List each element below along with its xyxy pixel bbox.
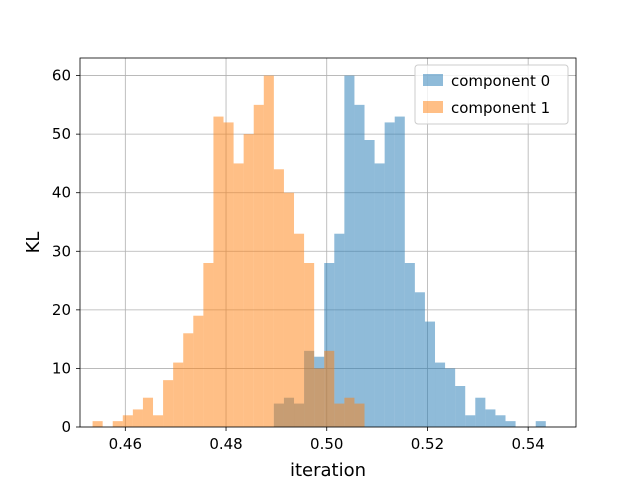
histogram-bar	[485, 409, 496, 427]
histogram-bar	[243, 134, 254, 427]
y-tick-label: 50	[52, 125, 71, 143]
legend: component 0 component 1	[414, 64, 569, 125]
x-tick-label: 0.46	[109, 435, 142, 453]
plot-frame	[79, 57, 577, 428]
histogram-bar	[344, 397, 355, 427]
series-1-bars	[92, 75, 365, 428]
legend-box	[414, 64, 569, 125]
y-axis-label: KL	[23, 232, 44, 254]
y-tick-label: 20	[52, 301, 71, 319]
histogram-bar	[424, 321, 436, 427]
histogram-bar	[122, 415, 133, 427]
histogram-bar	[364, 140, 375, 427]
histogram-bar	[132, 409, 143, 427]
x-tick-label: 0.54	[511, 435, 544, 453]
histogram-bar	[253, 104, 264, 427]
histogram-bar	[404, 263, 415, 427]
histogram-bar	[203, 263, 214, 427]
legend-label: component 1	[451, 99, 550, 117]
histogram-bar	[294, 233, 305, 427]
axis-ticks: 0.46 0.48 0.50 0.52 0.54 0 10 20 30 40 50 60	[52, 67, 545, 453]
legend-swatch	[423, 101, 443, 113]
histogram-bar	[334, 403, 345, 427]
histogram-bar	[414, 292, 425, 427]
histogram-bar	[112, 421, 123, 427]
histogram-bar	[273, 169, 284, 428]
y-tick-label: 60	[52, 67, 71, 85]
y-tick-label: 10	[52, 359, 71, 377]
y-tick-label: 30	[52, 242, 71, 260]
histogram-bar	[535, 421, 546, 427]
histogram-bar	[263, 75, 274, 428]
histogram-bar	[495, 415, 506, 427]
x-axis-label: iteration	[290, 460, 366, 480]
y-tick-label: 0	[61, 418, 71, 436]
histogram-bar	[314, 368, 325, 427]
histogram-bar	[324, 263, 335, 427]
histogram-bar	[334, 233, 345, 427]
histogram-bar	[445, 368, 456, 427]
x-tick-label: 0.48	[209, 435, 242, 453]
histogram-bar	[163, 380, 174, 427]
histogram-bar	[183, 333, 194, 427]
legend-label: component 0	[451, 72, 550, 90]
histogram-bar	[374, 163, 385, 427]
histogram-bar	[193, 315, 204, 427]
histogram-bar	[435, 362, 446, 427]
x-tick-label: 0.50	[310, 435, 343, 453]
histogram-bar	[465, 415, 476, 427]
histogram-bar	[344, 75, 355, 428]
histogram-bar	[475, 397, 486, 427]
histogram-bar	[324, 350, 335, 427]
legend-swatch	[423, 74, 443, 86]
histogram-bar	[92, 421, 103, 427]
histogram-bar	[394, 116, 405, 428]
histogram-bar	[233, 163, 244, 427]
histogram-bar	[505, 421, 516, 427]
histogram-bar	[283, 192, 295, 427]
histogram-bar	[153, 415, 164, 427]
histogram-bar	[223, 122, 234, 427]
histogram-bar	[142, 397, 154, 427]
histogram-bar	[384, 122, 395, 427]
histogram-bar	[213, 116, 224, 428]
y-tick-label: 40	[52, 184, 71, 202]
histogram-bar	[304, 263, 315, 427]
histogram-bar	[455, 386, 466, 427]
histogram-bar	[173, 362, 184, 427]
x-tick-label: 0.52	[411, 435, 444, 453]
histogram-bar	[354, 403, 365, 427]
histogram-bar	[354, 104, 365, 427]
bars	[92, 75, 546, 428]
